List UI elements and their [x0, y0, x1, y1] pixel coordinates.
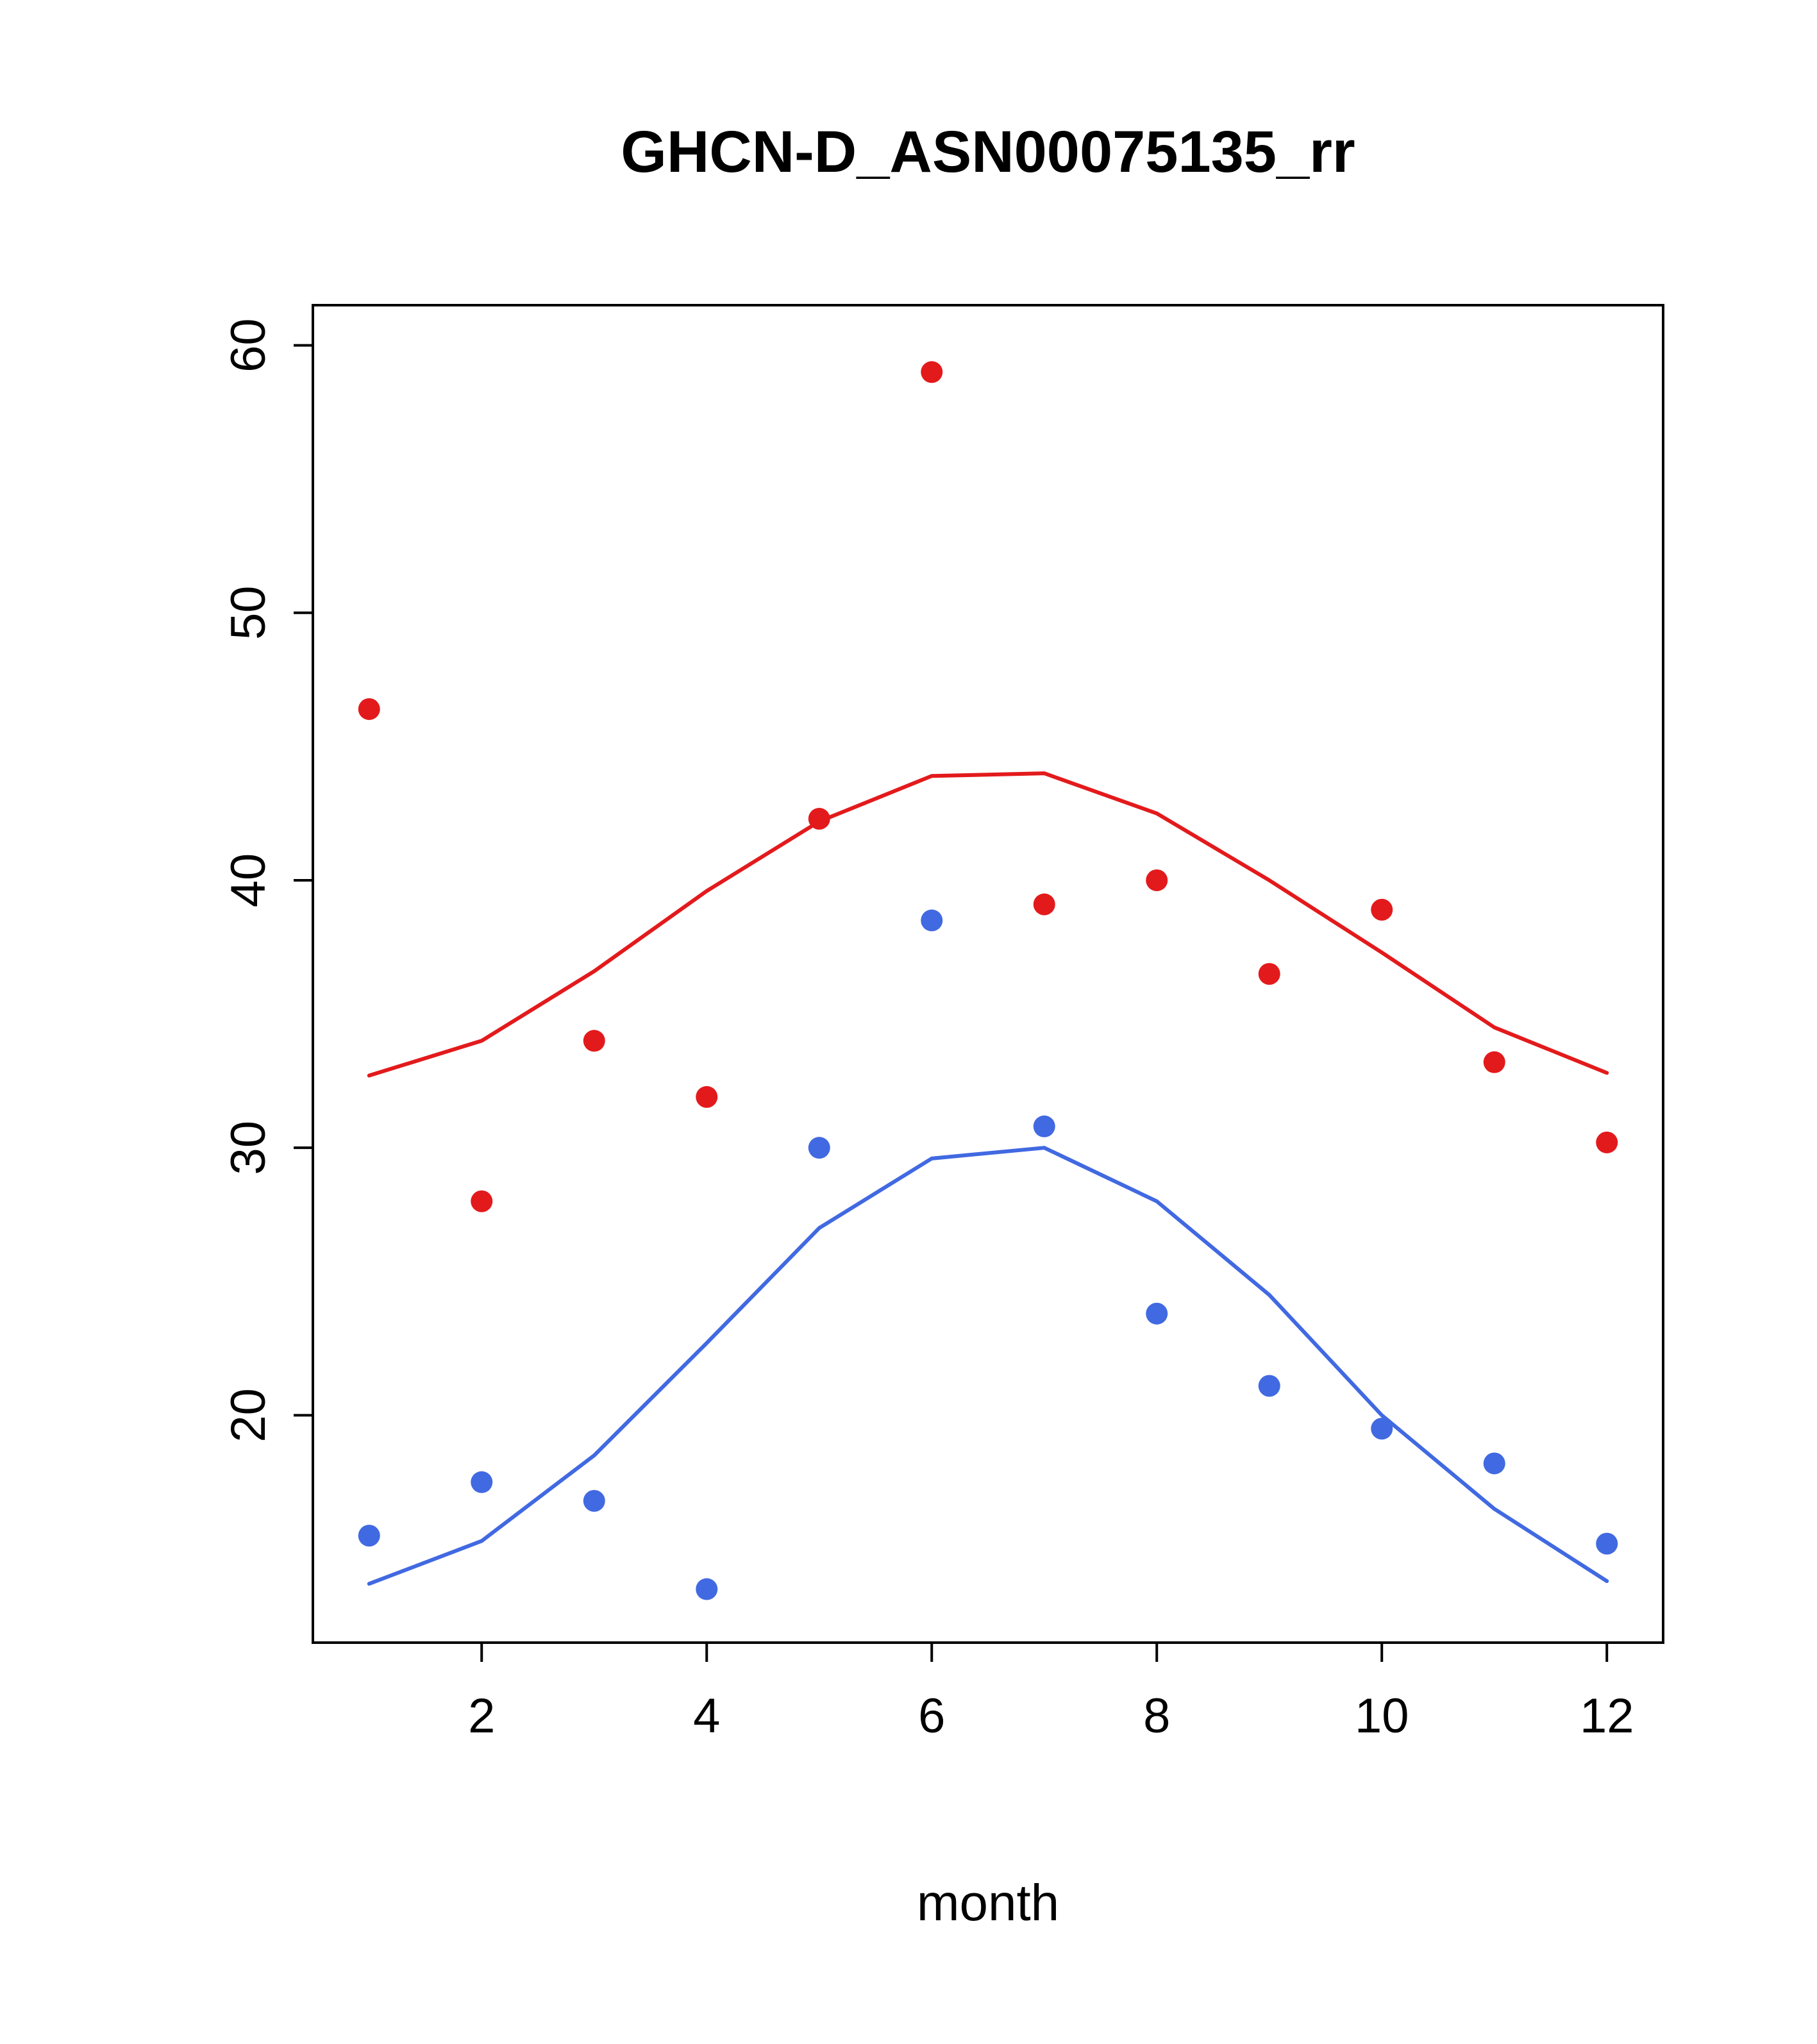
trend-line-red-trend-line [367, 771, 1609, 1078]
x-tick-label: 2 [468, 1689, 495, 1743]
data-point-blue-monthly-points [921, 909, 943, 932]
y-tick-label: 30 [221, 1121, 276, 1175]
x-tick-label: 6 [918, 1689, 945, 1743]
data-point-red-monthly-points [1258, 963, 1280, 985]
data-point-blue-monthly-points [1146, 1302, 1168, 1325]
data-point-blue-monthly-points [1483, 1452, 1505, 1475]
x-tick-label: 4 [693, 1689, 720, 1743]
data-point-red-monthly-points [1146, 869, 1168, 891]
data-point-red-monthly-points [1483, 1051, 1505, 1073]
data-point-red-monthly-points [358, 698, 380, 720]
y-tick-label: 50 [221, 586, 276, 641]
data-point-blue-monthly-points [1371, 1418, 1393, 1440]
data-point-blue-monthly-points [583, 1489, 605, 1512]
y-tick-label: 40 [221, 853, 276, 908]
data-point-red-monthly-points [808, 808, 830, 830]
chart-title: GHCN-D_ASN00075135_rr [621, 119, 1355, 185]
x-axis-label: month [917, 1874, 1059, 1931]
data-point-red-monthly-points [1371, 898, 1393, 921]
data-point-blue-monthly-points [1258, 1375, 1280, 1397]
data-point-red-monthly-points [583, 1030, 605, 1052]
trend-line-blue-trend-line [367, 1146, 1609, 1586]
data-point-blue-monthly-points [1596, 1532, 1618, 1555]
data-point-red-monthly-points [696, 1085, 718, 1108]
data-point-red-monthly-points [471, 1190, 493, 1212]
x-tick-label: 8 [1143, 1689, 1170, 1743]
x-tick-label: 12 [1580, 1689, 1634, 1743]
data-point-red-monthly-points [1033, 893, 1055, 916]
data-point-blue-monthly-points [471, 1471, 493, 1493]
y-tick-label: 20 [221, 1388, 276, 1443]
data-point-red-monthly-points [921, 361, 943, 383]
plot-area: 2 4 6 8 10 12 20 30 40 50 60 [221, 304, 1664, 1743]
data-point-red-monthly-points [1596, 1131, 1618, 1153]
data-point-blue-monthly-points [696, 1578, 718, 1600]
data-point-blue-monthly-points [1033, 1115, 1055, 1137]
x-tick-label: 10 [1355, 1689, 1409, 1743]
y-tick-label: 60 [221, 318, 276, 373]
plot-box [312, 304, 1664, 1644]
data-point-blue-monthly-points [358, 1525, 380, 1547]
data-point-blue-monthly-points [808, 1137, 830, 1159]
